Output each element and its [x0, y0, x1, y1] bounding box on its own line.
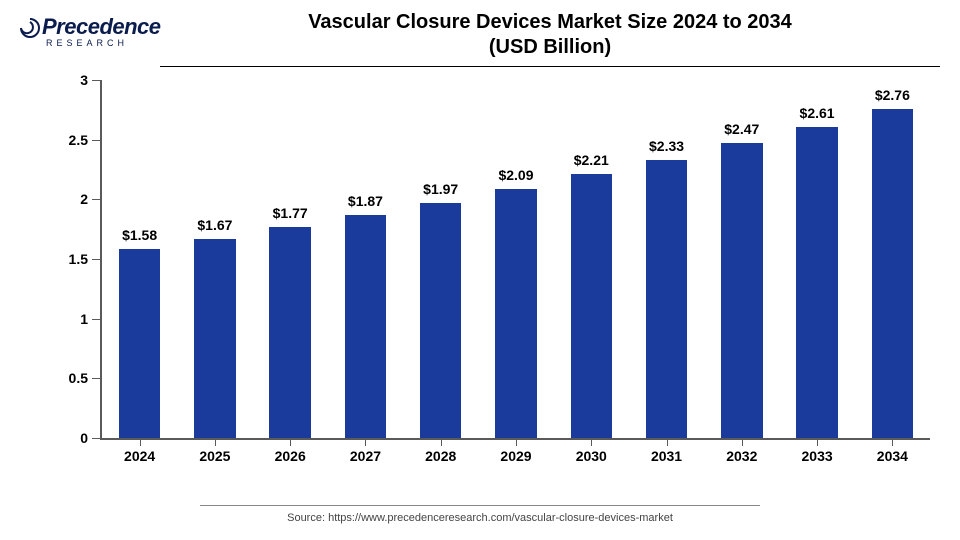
y-axis-label: 0.5	[69, 370, 88, 386]
bar-value-label: $2.61	[800, 105, 835, 121]
bar: $2.21	[571, 174, 612, 438]
chart-title-container: Vascular Closure Devices Market Size 202…	[160, 10, 940, 67]
y-axis-tick	[92, 438, 102, 439]
y-axis-tick	[92, 199, 102, 200]
y-axis-label: 0	[80, 430, 88, 446]
brand-logo: Precedence RESEARCH	[18, 14, 161, 48]
bar: $2.33	[646, 160, 687, 438]
bar-value-label: $2.09	[498, 167, 533, 183]
logo-spiral-icon	[18, 16, 42, 40]
x-axis-label: 2028	[425, 448, 456, 464]
bar-value-label: $2.76	[875, 87, 910, 103]
bar: $2.61	[796, 127, 837, 438]
bar-value-label: $1.77	[273, 205, 308, 221]
bar: $1.87	[345, 215, 386, 438]
plot-region: 00.511.522.53$1.582024$1.672025$1.772026…	[100, 80, 930, 440]
x-axis-tick	[591, 438, 592, 446]
bar: $1.58	[119, 249, 160, 438]
bar-value-label: $1.87	[348, 193, 383, 209]
bar-value-label: $1.97	[423, 181, 458, 197]
y-axis-tick	[92, 259, 102, 260]
y-axis-label: 1.5	[69, 251, 88, 267]
x-axis-tick	[215, 438, 216, 446]
x-axis-label: 2025	[199, 448, 230, 464]
source-citation: Source: https://www.precedenceresearch.c…	[200, 505, 760, 524]
y-axis-label: 3	[80, 72, 88, 88]
bar-value-label: $1.58	[122, 227, 157, 243]
bar: $1.77	[269, 227, 310, 438]
x-axis-label: 2031	[651, 448, 682, 464]
y-axis-label: 1	[80, 311, 88, 327]
bar: $2.76	[872, 109, 913, 438]
x-axis-tick	[742, 438, 743, 446]
bar: $1.97	[420, 203, 461, 438]
x-axis-tick	[667, 438, 668, 446]
chart-title: Vascular Closure Devices Market Size 202…	[160, 10, 940, 60]
x-axis-label: 2029	[500, 448, 531, 464]
y-axis-tick	[92, 80, 102, 81]
bar: $2.47	[721, 143, 762, 438]
x-axis-tick	[140, 438, 141, 446]
x-axis-tick	[892, 438, 893, 446]
bar: $1.67	[194, 239, 235, 438]
logo-subtext: RESEARCH	[46, 38, 161, 48]
bar-value-label: $2.33	[649, 138, 684, 154]
bar: $2.09	[495, 189, 536, 438]
y-axis-label: 2.5	[69, 132, 88, 148]
title-line-2: (USD Billion)	[489, 36, 611, 58]
x-axis-label: 2027	[350, 448, 381, 464]
x-axis-tick	[817, 438, 818, 446]
x-axis-label: 2026	[275, 448, 306, 464]
bar-value-label: $1.67	[197, 217, 232, 233]
x-axis-label: 2024	[124, 448, 155, 464]
y-axis-label: 2	[80, 191, 88, 207]
x-axis-tick	[290, 438, 291, 446]
x-axis-label: 2030	[576, 448, 607, 464]
x-axis-label: 2033	[802, 448, 833, 464]
bar-value-label: $2.47	[724, 121, 759, 137]
x-axis-tick	[516, 438, 517, 446]
x-axis-tick	[365, 438, 366, 446]
logo-text: Precedence	[42, 14, 161, 39]
x-axis-label: 2034	[877, 448, 908, 464]
x-axis-tick	[441, 438, 442, 446]
x-axis-label: 2032	[726, 448, 757, 464]
title-line-1: Vascular Closure Devices Market Size 202…	[308, 11, 792, 33]
chart-area: 00.511.522.53$1.582024$1.672025$1.772026…	[60, 80, 930, 470]
y-axis-tick	[92, 378, 102, 379]
y-axis-tick	[92, 319, 102, 320]
bar-value-label: $2.21	[574, 152, 609, 168]
y-axis-tick	[92, 140, 102, 141]
